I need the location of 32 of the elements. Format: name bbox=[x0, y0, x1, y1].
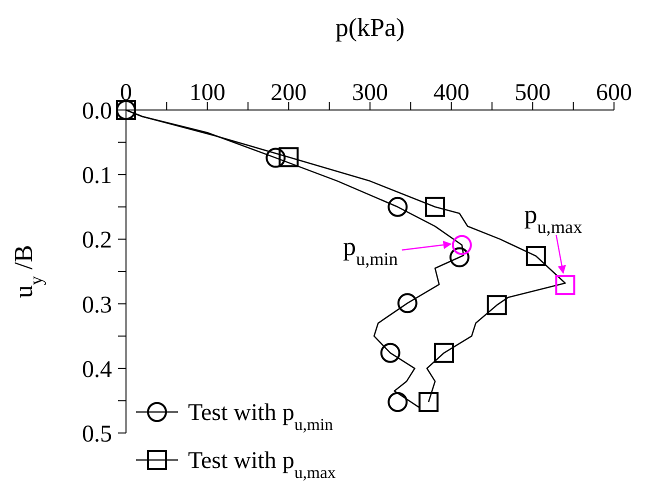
point bbox=[425, 196, 446, 217]
x-tick-label: 400 bbox=[433, 80, 470, 106]
x-tick-label: 500 bbox=[514, 80, 551, 106]
x-tick-label: 200 bbox=[270, 80, 307, 106]
point bbox=[388, 392, 408, 412]
point bbox=[486, 295, 507, 316]
point bbox=[266, 148, 286, 168]
y-tick-label: 0.2 bbox=[82, 228, 112, 254]
point bbox=[397, 293, 418, 314]
x-axis-title: p(kPa) bbox=[335, 13, 405, 42]
point bbox=[434, 342, 454, 363]
annotation: p$_{u,max}$ bbox=[524, 200, 582, 238]
point bbox=[278, 147, 299, 168]
legend-label: Test with p$_{u,max}$ bbox=[188, 448, 336, 482]
y-tick-label: 0.0 bbox=[82, 98, 112, 125]
x-tick-label: 300 bbox=[352, 80, 388, 106]
y-tick-label: 0.3 bbox=[82, 292, 112, 318]
point bbox=[555, 275, 576, 296]
y-tick-label: 0.1 bbox=[82, 163, 112, 190]
legend-label: Test with p$_{u,min}$ bbox=[188, 400, 334, 434]
y-tick-label: 0.5 bbox=[82, 422, 112, 448]
point bbox=[380, 342, 400, 363]
y-tick-label: 0.4 bbox=[82, 356, 112, 383]
x-tick-label: 0 bbox=[120, 80, 132, 106]
annotation: p$_{u,min}$ bbox=[342, 232, 398, 270]
point bbox=[526, 246, 546, 266]
point bbox=[418, 392, 439, 412]
x-tick-label: 100 bbox=[189, 80, 226, 106]
x-tick-label: 600 bbox=[596, 80, 632, 106]
point bbox=[388, 196, 408, 217]
point bbox=[452, 235, 472, 256]
point bbox=[449, 247, 470, 268]
